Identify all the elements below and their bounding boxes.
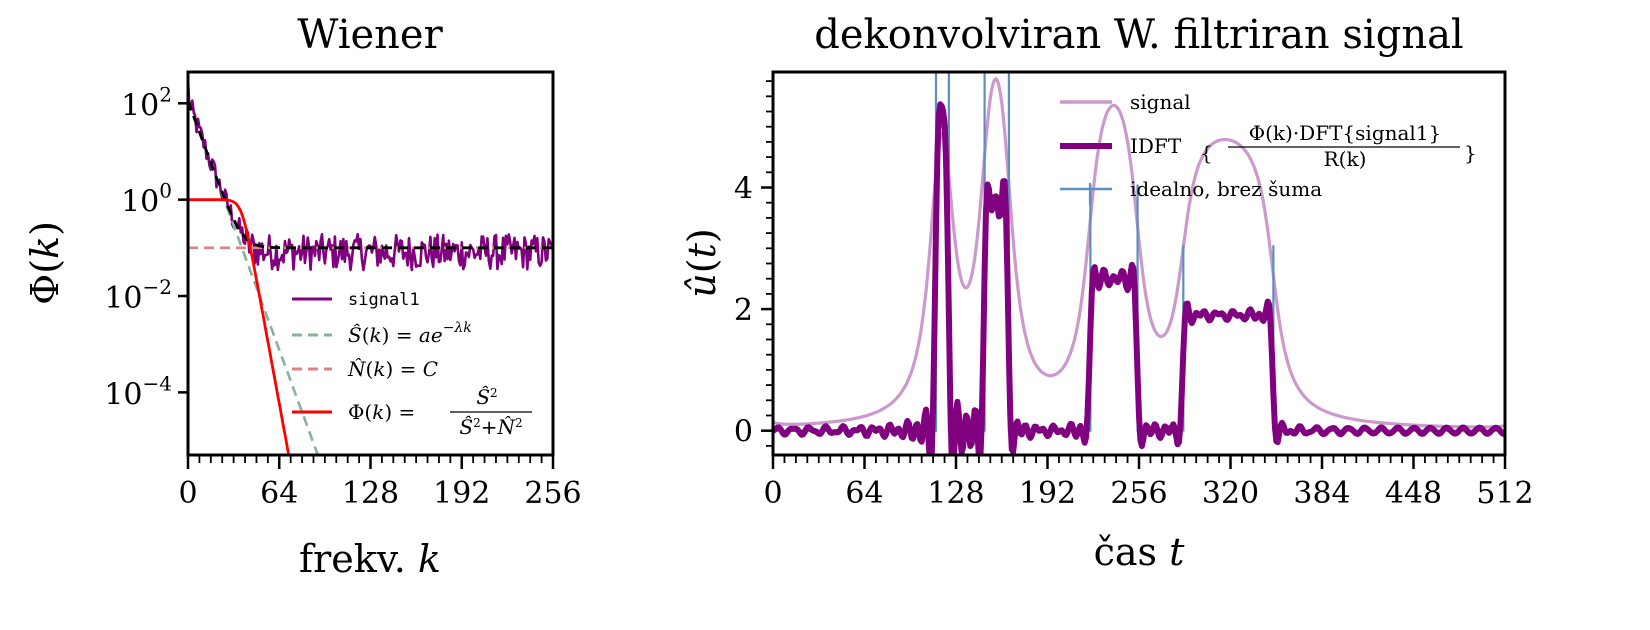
y-tick-label: 100 — [121, 179, 172, 220]
x-tick-label: 64 — [845, 476, 883, 511]
x-tick-label: 128 — [927, 476, 984, 511]
x-tick-label: 128 — [342, 476, 399, 511]
x-tick-label: 256 — [1110, 476, 1167, 511]
left-chart-title: Wiener — [297, 12, 443, 58]
y-tick-label: 2 — [734, 293, 753, 328]
x-tick-label: 384 — [1293, 476, 1350, 511]
legend-label-deconvolved-prefix: IDFT — [1130, 134, 1182, 158]
right-y-axis-label: û(t) — [680, 228, 724, 297]
legend-brace-left: { — [1200, 141, 1213, 165]
x-tick-label: 192 — [433, 476, 490, 511]
legend-label-signal: signal — [1130, 90, 1191, 114]
x-tick-label: 320 — [1202, 476, 1259, 511]
legend-fraction-numerator: Φ(k)·DFT{signal1} — [1249, 121, 1442, 145]
legend-phi-numerator: Ŝ2 — [476, 384, 497, 409]
series-signal1 — [188, 79, 553, 272]
right-chart-title: dekonvolviran W. filtriran signal — [814, 12, 1463, 58]
left-legend: signal1 Ŝ(k) = ae−λk N̂(k) = C Φ(k) = Ŝ2 Ŝ2+N… — [292, 290, 532, 439]
y-tick-label: 0 — [734, 415, 753, 450]
right-legend: signal IDFT { Φ(k)·DFT{signal1}R(k)} idealno… — [1060, 90, 1477, 205]
x-tick-label: 192 — [1019, 476, 1076, 511]
legend-label-n-hat: N̂(k) = C — [347, 357, 438, 381]
x-tick-label: 256 — [524, 476, 581, 511]
series-fit — [188, 100, 553, 250]
series-signal — [773, 76, 1505, 429]
legend-fraction-denominator: R(k) — [1324, 147, 1367, 171]
x-tick-label: 448 — [1385, 476, 1442, 511]
legend-label-s-hat: Ŝ(k) = ae−λk — [348, 320, 472, 347]
series-phi — [188, 198, 291, 455]
left-y-axis-label: Φ(k) — [23, 221, 67, 305]
legend-phi-denominator: Ŝ2+N̂2 — [459, 414, 522, 439]
left-x-axis-label: frekv. k — [299, 537, 441, 581]
right-x-axis-label: čas t — [1094, 530, 1186, 574]
legend-label-phi: Φ(k) = — [348, 400, 415, 424]
x-tick-label: 0 — [763, 476, 782, 511]
legend-label-signal1: signal1 — [348, 290, 420, 310]
series-deconvolved — [773, 101, 1505, 455]
series-s-hat — [188, 100, 320, 455]
legend-label-ideal: idealno, brez šuma — [1130, 177, 1322, 201]
right-chart: dekonvolviran W. filtriran signal 0 64 128… — [680, 12, 1534, 574]
x-tick-label: 0 — [178, 476, 197, 511]
x-tick-label: 64 — [260, 476, 298, 511]
y-tick-label: 4 — [734, 172, 753, 207]
xlabel-text: frekv. — [299, 537, 418, 581]
y-tick-label: 10−4 — [104, 371, 172, 412]
x-tick-label: 512 — [1476, 476, 1533, 511]
left-chart: Wiener 0 64 128 192 256 102 100 10−2 10−4 signal… — [23, 12, 582, 581]
legend-brace-right: } — [1464, 141, 1477, 165]
y-tick-label: 102 — [121, 82, 172, 123]
y-tick-label: 10−2 — [104, 275, 172, 316]
